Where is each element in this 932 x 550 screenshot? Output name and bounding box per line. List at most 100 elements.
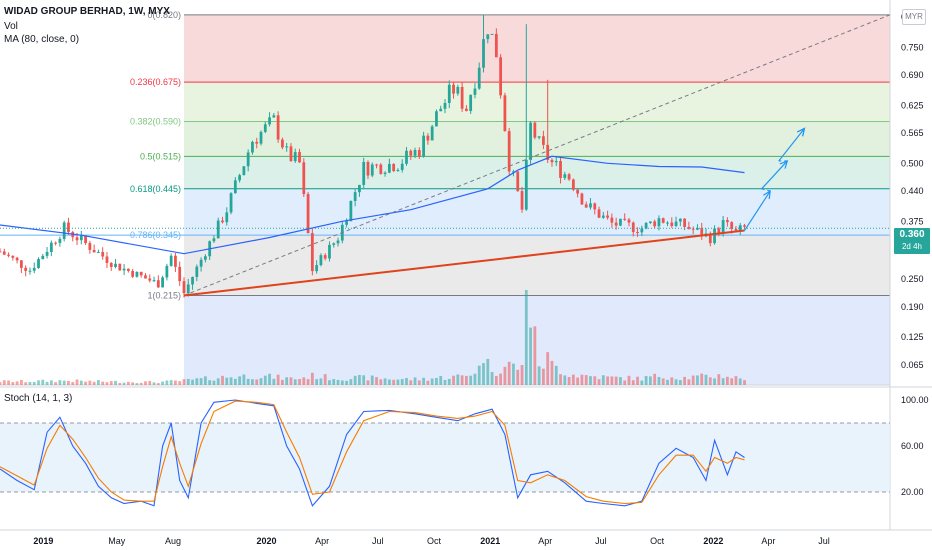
time-axis-tick: 2021: [480, 536, 500, 546]
candle-body: [122, 268, 126, 271]
volume-bar: [452, 375, 455, 385]
candle-body: [499, 57, 503, 96]
candle-body: [54, 242, 58, 244]
volume-bar: [529, 327, 532, 385]
candle-body: [285, 146, 289, 148]
volume-bar: [362, 375, 366, 385]
candle-body: [576, 189, 580, 194]
candle-body: [289, 146, 293, 162]
volume-bar: [45, 381, 49, 385]
volume-bar: [268, 373, 271, 385]
currency-button[interactable]: MYR: [902, 9, 926, 25]
volume-bar: [349, 379, 353, 385]
candle-body: [447, 84, 451, 103]
candle-body: [392, 163, 396, 172]
candle-body: [443, 102, 447, 109]
candle-body: [567, 174, 571, 180]
volume-bar: [88, 380, 92, 385]
volume-bar: [730, 378, 734, 385]
volume-bar: [195, 378, 199, 385]
volume-bar: [306, 379, 310, 385]
ma-legend: MA (80, close, 0): [4, 34, 80, 45]
fib-zone: [183, 121, 891, 157]
volume-bar: [593, 376, 597, 385]
volume-bar: [657, 376, 661, 385]
candle-body: [456, 86, 460, 94]
candle-body: [696, 228, 699, 230]
volume-bar: [627, 375, 631, 385]
volume-bar: [216, 378, 220, 385]
candle-body: [490, 33, 494, 35]
candle-body: [546, 144, 550, 160]
candle-body: [58, 238, 62, 243]
candle-body: [482, 39, 485, 68]
candle-body: [417, 150, 421, 157]
candle-body: [24, 267, 28, 271]
volume-bar: [713, 378, 716, 385]
candle-body: [619, 218, 622, 226]
volume-bar: [708, 377, 712, 385]
volume-bar: [550, 360, 554, 385]
candle-body: [640, 228, 644, 233]
volume-bar: [58, 380, 62, 385]
volume-bar: [139, 382, 143, 385]
volume-bar: [477, 365, 481, 385]
candle-body: [156, 280, 160, 288]
volume-bar: [165, 380, 169, 385]
time-axis-tick: Apr: [538, 536, 552, 546]
fib-level-label: 0(0.820): [147, 10, 181, 20]
candle-body: [512, 171, 515, 173]
volume-bar: [67, 380, 70, 385]
candle-body: [520, 191, 524, 210]
candle-body: [503, 95, 507, 132]
time-axis-tick: 2020: [256, 536, 276, 546]
volume-bar: [199, 378, 203, 385]
candle-body: [174, 255, 177, 267]
candle-body: [387, 163, 391, 173]
volume-bar: [84, 381, 87, 385]
candle-body: [353, 192, 357, 201]
volume-bar: [387, 379, 391, 385]
stoch-axis-tick: 100.00: [901, 395, 929, 405]
candle-body: [469, 94, 473, 111]
candle-body: [212, 238, 216, 242]
volume-bar: [460, 375, 464, 385]
volume-bar: [49, 380, 53, 385]
candle-body: [422, 135, 425, 157]
time-axis-tick: Jul: [372, 536, 384, 546]
price-axis-tick: 0.500: [901, 158, 924, 168]
volume-bar: [259, 378, 263, 385]
candle-body: [332, 243, 336, 245]
price-axis-tick: 0.625: [901, 100, 924, 110]
candle-body: [169, 255, 173, 266]
candle-body: [610, 217, 614, 223]
volume-bar: [700, 373, 704, 385]
volume-bar: [345, 380, 348, 385]
volume-bar: [383, 378, 387, 385]
volume-bar: [614, 376, 618, 385]
candle-body: [430, 126, 434, 141]
candle-body: [674, 221, 678, 226]
time-axis-tick: 2022: [703, 536, 723, 546]
candle-body: [362, 161, 366, 185]
candle-body: [345, 221, 348, 225]
volume-bar: [375, 377, 378, 385]
candle-body: [263, 124, 267, 132]
candle-body: [563, 174, 567, 178]
candle-body: [413, 150, 417, 156]
volume-bar: [554, 365, 558, 385]
price-axis-tick: 0.440: [901, 186, 924, 196]
candle-body: [601, 215, 605, 218]
volume-bar: [229, 377, 233, 385]
volume-bar: [178, 381, 182, 385]
candle-body: [302, 162, 306, 195]
volume-bar: [606, 376, 609, 385]
volume-bar: [648, 376, 652, 385]
volume-bar: [589, 376, 592, 385]
fib-level-label: 0.786(0.345): [130, 230, 181, 240]
candle-body: [0, 251, 2, 253]
volume-bar: [15, 381, 19, 385]
candle-body: [597, 209, 601, 218]
projection-segment: [761, 188, 771, 192]
